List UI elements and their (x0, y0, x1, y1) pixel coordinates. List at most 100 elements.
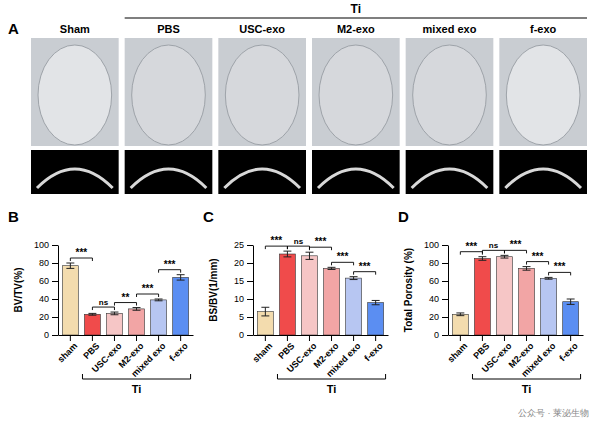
sig-label: ns (489, 241, 499, 250)
x-tick-mark (92, 335, 93, 341)
y-tick-label: 0 (434, 330, 439, 340)
panel-letter: A (8, 20, 19, 37)
x-tick-mark (353, 335, 354, 341)
y-tick-label: 40 (39, 294, 49, 304)
panel-letter: B (8, 208, 19, 225)
sig-bracket (287, 246, 309, 249)
x-tick: f-exo (362, 335, 385, 363)
y-tick-label: 20 (234, 258, 244, 268)
x-tick-label: sham (56, 341, 80, 365)
x-tick: USC-exo (480, 335, 514, 374)
y-tick: 20 (39, 312, 58, 322)
error-bar (283, 251, 291, 257)
x-tick-mark (526, 335, 527, 341)
y-tick-label: 20 (429, 312, 439, 322)
error-bar (372, 300, 380, 304)
x-axis-line (254, 335, 389, 336)
x-tick: mixed exo (129, 335, 168, 379)
y-tick-label: 80 (429, 258, 439, 268)
y-tick: 40 (39, 294, 58, 304)
x-tick-mark (136, 335, 137, 341)
y-tick-mark (442, 281, 448, 282)
slice-bone (505, 169, 581, 188)
column-label: USC-exo (239, 23, 285, 35)
sig-label: *** (359, 261, 371, 272)
sig-bracket (70, 258, 92, 261)
y-tick-mark (247, 263, 253, 264)
error-bar (306, 252, 314, 259)
error-bar (350, 277, 358, 280)
x-tick-label: USC-exo (480, 340, 514, 374)
bar (541, 278, 557, 335)
error-bar (133, 308, 141, 311)
y-tick-mark (247, 317, 253, 318)
slice-bone (224, 169, 300, 188)
y-tick-mark (52, 281, 58, 282)
x-tick-label: sham (446, 341, 470, 365)
bar (84, 314, 100, 335)
y-tick: 60 (429, 276, 448, 286)
y-tick-label: 100 (34, 240, 49, 250)
x-tick-label: sham (251, 341, 275, 365)
microct-3d (125, 38, 213, 146)
x-tick: sham (56, 335, 80, 364)
microct-3d (218, 38, 306, 146)
sig-bracket (159, 270, 181, 273)
bar (151, 300, 167, 335)
x-tick: mixed exo (324, 335, 363, 379)
error-bar (88, 313, 96, 315)
x-tick: sham (446, 335, 470, 364)
error-bar (456, 313, 464, 316)
column-label: PBS (157, 23, 180, 35)
group-bracket (472, 374, 580, 379)
panel: BBV/TV(%)020406080100shamPBSUSC-exoM2-ex… (8, 208, 194, 395)
bar (302, 256, 318, 335)
y-tick-mark (52, 335, 58, 336)
y-tick-mark (247, 245, 253, 246)
y-tick: 20 (234, 258, 253, 268)
figure: ATiShamPBSUSC-exoM2-exomixed exof-exoBBV… (0, 0, 595, 424)
sig-label: *** (315, 236, 327, 247)
bar (368, 303, 384, 335)
skull-shape (413, 45, 487, 145)
slice-bone (318, 169, 394, 188)
group-bracket (82, 374, 190, 379)
x-tick-label: f-exo (167, 340, 190, 363)
bar (474, 259, 490, 336)
y-tick-mark (247, 335, 253, 336)
bar (497, 257, 513, 335)
x-tick-label: f-exo (362, 340, 385, 363)
y-tick: 20 (429, 312, 448, 322)
column-label: Sham (60, 23, 90, 35)
sig-label: ns (99, 298, 109, 307)
slice-bone (131, 169, 207, 188)
y-axis-title: Total Porosity (%) (403, 248, 414, 332)
x-tick: USC-exo (285, 335, 319, 374)
y-tick-label: 0 (44, 330, 49, 340)
sig-label: *** (466, 241, 478, 252)
y-tick-mark (442, 335, 448, 336)
y-tick: 0 (239, 330, 253, 340)
x-axis: shamPBSUSC-exoM2-exomixed exof-exo (251, 335, 389, 379)
y-tick: 25 (234, 240, 253, 250)
group-line (125, 17, 587, 18)
y-tick-mark (247, 281, 253, 282)
bar (107, 313, 123, 335)
x-tick: PBS (471, 335, 491, 361)
bar (62, 266, 78, 335)
bar (173, 277, 189, 335)
skull-shape (506, 45, 580, 145)
y-axis-title: BV/TV(%) (13, 268, 24, 313)
x-axis: shamPBSUSC-exoM2-exomixed exof-exo (56, 335, 194, 379)
panel: CBS/BV(1/mm)0510152025shamPBSUSC-exoM2-e… (203, 208, 389, 395)
error-bar (155, 299, 163, 301)
group-label: Ti (351, 2, 361, 16)
column-label: M2-exo (337, 23, 375, 35)
bar (279, 254, 295, 335)
sig-bracket (527, 262, 549, 265)
panel-letter: C (203, 208, 214, 225)
y-tick: 10 (234, 294, 253, 304)
sig-bracket (482, 250, 504, 253)
y-tick: 0 (44, 330, 58, 340)
y-tick-label: 100 (424, 240, 439, 250)
